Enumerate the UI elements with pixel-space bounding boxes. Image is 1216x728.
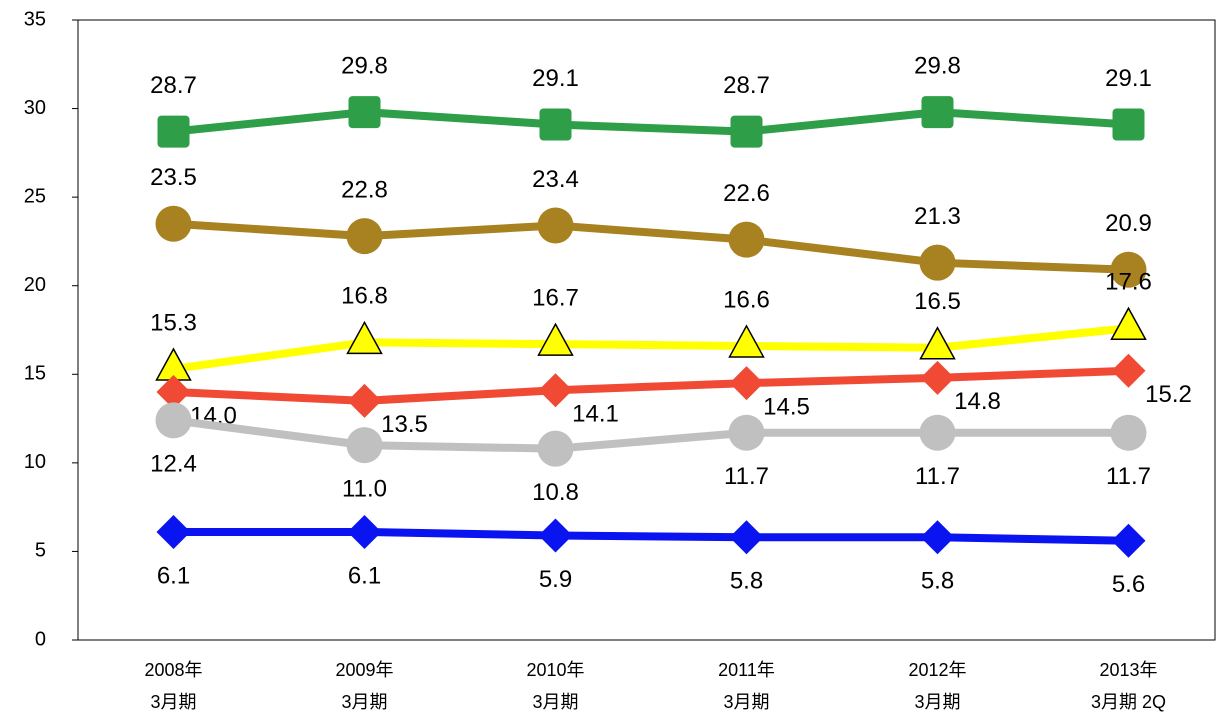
series-line xyxy=(172,324,1129,373)
x-tick-label: 3月期 xyxy=(723,692,769,712)
marker xyxy=(730,115,763,148)
marker xyxy=(921,96,954,129)
x-tick-label: 3月期 xyxy=(150,692,196,712)
marker xyxy=(1111,353,1146,388)
plot-frame xyxy=(77,19,1216,641)
data-label: 23.5 xyxy=(150,164,197,191)
data-label: 15.2 xyxy=(1145,381,1192,408)
data-label: 6.1 xyxy=(157,562,190,589)
marker xyxy=(347,514,382,549)
marker xyxy=(728,414,765,451)
data-label: 22.8 xyxy=(341,176,388,203)
data-label: 16.5 xyxy=(914,288,961,315)
marker xyxy=(729,520,764,555)
y-tick-label: 5 xyxy=(35,540,46,562)
x-tick-label: 3月期 2Q xyxy=(1091,692,1166,712)
y-tick-label: 20 xyxy=(24,274,46,296)
data-label: 22.6 xyxy=(723,180,770,207)
marker xyxy=(537,322,574,356)
data-label: 11.7 xyxy=(915,463,960,490)
marker xyxy=(919,414,956,451)
data-label: 14.8 xyxy=(954,388,1001,415)
data-label: 20.9 xyxy=(1105,210,1152,237)
y-tick-label: 25 xyxy=(24,185,46,207)
y-tick-label: 0 xyxy=(35,628,46,650)
marker xyxy=(1110,414,1147,451)
data-label: 15.3 xyxy=(150,309,197,336)
x-tick-label: 2010年 xyxy=(526,660,584,680)
y-tick-label: 35 xyxy=(24,8,46,30)
marker xyxy=(728,221,765,258)
data-label: 17.6 xyxy=(1105,269,1152,296)
data-label: 14.1 xyxy=(572,401,619,428)
data-label: 16.6 xyxy=(723,286,770,313)
x-tick-label: 2011年 xyxy=(718,660,775,680)
data-label: 5.6 xyxy=(1112,571,1145,598)
marker xyxy=(157,115,190,148)
x-tick-label: 2008年 xyxy=(144,660,202,680)
x-tick-label: 3月期 xyxy=(532,692,578,712)
marker xyxy=(156,514,191,549)
data-label: 14.5 xyxy=(763,393,810,420)
marker xyxy=(728,324,765,358)
marker xyxy=(1111,523,1146,558)
marker xyxy=(919,326,956,360)
marker xyxy=(538,373,573,408)
data-label: 21.3 xyxy=(914,203,961,230)
data-label: 5.8 xyxy=(730,568,763,595)
data-label: 29.1 xyxy=(1105,65,1152,92)
data-label: 16.7 xyxy=(532,285,579,312)
marker xyxy=(348,96,381,129)
data-label: 28.7 xyxy=(150,72,197,99)
y-tick-label: 30 xyxy=(24,97,46,119)
marker xyxy=(346,427,383,464)
marker xyxy=(155,402,192,439)
marker xyxy=(538,518,573,553)
marker xyxy=(920,360,955,395)
data-label: 23.4 xyxy=(532,166,579,193)
marker xyxy=(1110,251,1147,288)
marker xyxy=(919,244,956,281)
marker xyxy=(729,366,764,401)
data-label: 12.4 xyxy=(150,451,197,478)
data-label: 29.8 xyxy=(914,52,961,79)
marker xyxy=(1112,108,1145,141)
marker xyxy=(537,207,574,244)
data-label: 13.5 xyxy=(381,411,428,438)
marker xyxy=(537,430,574,467)
data-label: 5.8 xyxy=(921,568,954,595)
y-tick-label: 10 xyxy=(24,451,46,473)
x-tick-label: 3月期 xyxy=(914,692,960,712)
data-label: 11.7 xyxy=(1106,463,1151,490)
x-tick-label: 2009年 xyxy=(335,660,393,680)
marker xyxy=(346,320,383,355)
data-label: 16.8 xyxy=(341,283,388,310)
data-label: 28.7 xyxy=(723,72,770,99)
marker xyxy=(920,520,955,555)
data-label: 11.7 xyxy=(724,463,769,490)
series-line xyxy=(173,527,1129,545)
series-line xyxy=(173,219,1129,274)
x-tick-label: 3月期 xyxy=(341,692,387,712)
y-tick-label: 15 xyxy=(24,363,46,385)
data-label: 5.9 xyxy=(539,566,572,593)
data-label: 11.0 xyxy=(342,475,387,502)
series-line xyxy=(173,108,1129,136)
marker xyxy=(156,375,191,409)
series-line xyxy=(173,366,1129,405)
data-label: 10.8 xyxy=(532,479,579,506)
series-line xyxy=(172,416,1129,453)
x-tick-label: 2013年 xyxy=(1099,660,1157,680)
marker xyxy=(539,108,572,141)
data-label: 29.8 xyxy=(341,52,388,79)
marker xyxy=(1110,306,1147,340)
data-label: 29.1 xyxy=(532,65,579,92)
x-tick-label: 2012年 xyxy=(908,660,966,680)
marker xyxy=(347,383,382,418)
data-label: 6.1 xyxy=(348,562,381,589)
marker xyxy=(155,205,192,242)
marker xyxy=(346,218,383,255)
